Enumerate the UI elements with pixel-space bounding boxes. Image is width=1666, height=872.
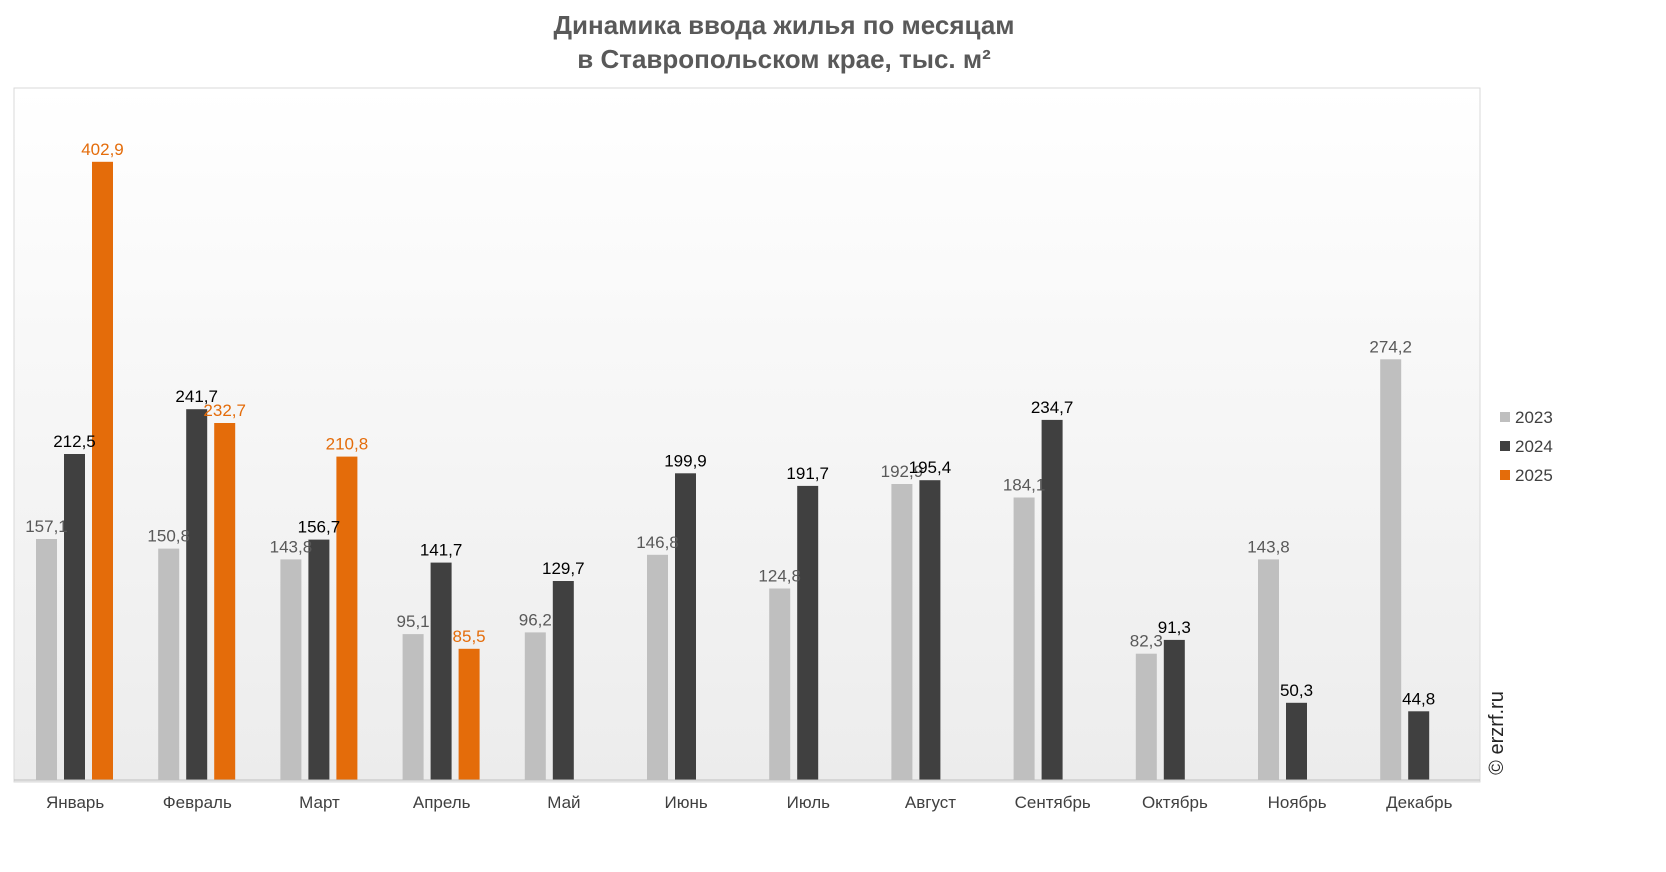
data-label-2023-12: 274,2 (1369, 337, 1412, 356)
bar-2024-12 (1408, 711, 1430, 780)
bar-2024-1 (64, 454, 85, 780)
data-label-2024-11: 50,3 (1280, 681, 1313, 700)
bar-2024-10 (1163, 639, 1185, 780)
bar-2024-11 (1286, 702, 1307, 780)
x-tick-label-3: Март (299, 793, 340, 812)
data-label-2024-3: 156,7 (298, 518, 341, 537)
bar-2024-6 (675, 473, 696, 780)
chart: Динамика ввода жилья по месяцам в Ставро… (13, 10, 1553, 812)
data-label-2025-3: 210,8 (326, 435, 369, 454)
data-label-2023-11: 143,8 (1247, 537, 1290, 556)
x-tick-label-6: Июнь (664, 793, 707, 812)
bar-2024-9 (1041, 419, 1063, 780)
bar-2025-4 (458, 648, 480, 780)
bar-2023-2 (158, 548, 180, 780)
bar-2024-3 (308, 539, 330, 780)
data-label-2024-7: 191,7 (786, 464, 829, 483)
data-label-2025-1: 402,9 (81, 140, 124, 159)
x-tick-label-9: Сентябрь (1015, 793, 1091, 812)
x-tick-label-5: Май (547, 793, 580, 812)
data-label-2024-10: 91,3 (1158, 618, 1191, 637)
data-label-2025-4: 85,5 (453, 627, 486, 646)
bar-2023-8 (891, 484, 913, 780)
bar-2024-7 (797, 485, 819, 780)
legend-label-2023: 2023 (1515, 408, 1553, 427)
x-tick-label-11: Ноябрь (1268, 793, 1327, 812)
data-label-2023-9: 184,1 (1003, 476, 1046, 495)
bar-2023-6 (647, 554, 668, 780)
bar-2023-3 (280, 559, 302, 780)
data-label-2024-1: 212,5 (53, 432, 96, 451)
chart-title-line2: в Ставропольском крае, тыс. м² (577, 44, 991, 74)
data-label-2023-10: 82,3 (1130, 632, 1163, 651)
bar-2023-12 (1380, 359, 1402, 780)
bar-2024-8 (919, 480, 941, 780)
bar-2023-9 (1013, 497, 1035, 780)
data-label-2023-4: 95,1 (397, 612, 430, 631)
data-label-2023-8: 192,9 (881, 462, 924, 481)
legend-swatch-2023 (1500, 412, 1510, 422)
data-label-2024-6: 199,9 (664, 451, 707, 470)
x-tick-label-12: Декабрь (1386, 793, 1452, 812)
legend-label-2025: 2025 (1515, 466, 1553, 485)
data-label-2024-9: 234,7 (1031, 398, 1074, 417)
plot-area (13, 87, 1481, 783)
bar-2023-1 (36, 539, 57, 780)
legend: 2023 2024 2025 (1500, 408, 1553, 485)
bar-2023-4 (402, 634, 424, 780)
x-tick-label-2: Февраль (163, 793, 232, 812)
bar-2025-3 (336, 456, 358, 780)
bar-2024-5 (552, 581, 574, 780)
bar-2023-11 (1258, 559, 1279, 780)
legend-swatch-2025 (1500, 470, 1510, 480)
bar-2024-4 (430, 562, 452, 780)
x-tick-label-1: Январь (46, 793, 104, 812)
x-tick-label-4: Апрель (413, 793, 471, 812)
data-label-2025-2: 232,7 (203, 401, 246, 420)
bar-2023-10 (1135, 653, 1157, 780)
data-label-2023-5: 96,2 (519, 610, 552, 629)
x-tick-label-8: Август (905, 793, 956, 812)
data-label-2023-3: 143,8 (270, 537, 313, 556)
data-label-2023-2: 150,8 (147, 527, 190, 546)
bar-2025-2 (214, 423, 236, 780)
data-label-2023-1: 157,1 (25, 517, 68, 536)
bars-group (36, 161, 1430, 781)
x-tick-label-7: Июль (787, 793, 831, 812)
legend-label-2024: 2024 (1515, 437, 1553, 456)
data-labels-group: 157,1212,5402,9150,8241,7232,7143,8156,7… (25, 140, 1435, 708)
x-tick-label-10: Октябрь (1142, 793, 1208, 812)
data-label-2024-4: 141,7 (420, 541, 463, 560)
bar-2024-2 (186, 409, 208, 780)
data-label-2024-8: 195,4 (909, 458, 952, 477)
chart-title-line1: Динамика ввода жилья по месяцам (553, 10, 1014, 40)
legend-swatch-2024 (1500, 441, 1510, 451)
data-label-2023-7: 124,8 (758, 567, 801, 586)
x-tick-labels: Январь Февраль Март Апрель Май Июнь Июль Август… (46, 793, 1453, 812)
bar-2023-7 (769, 588, 791, 780)
copyright-text: © erzrf.ru (1486, 691, 1508, 775)
data-label-2024-5: 129,7 (542, 559, 585, 578)
data-label-2024-12: 44,8 (1402, 689, 1435, 708)
data-label-2023-6: 146,8 (636, 533, 679, 552)
bar-2025-1 (92, 161, 113, 781)
bar-2023-5 (524, 632, 546, 780)
data-label-2024-2: 241,7 (175, 387, 218, 406)
